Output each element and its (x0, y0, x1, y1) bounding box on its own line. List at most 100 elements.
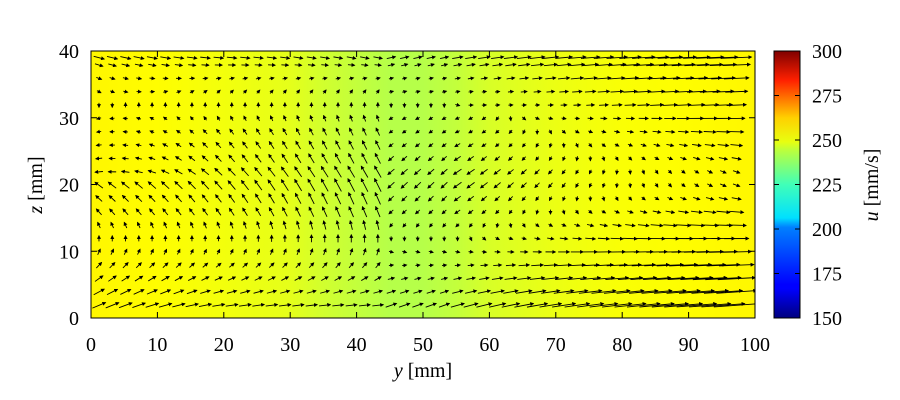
velocity-vector (361, 276, 369, 281)
velocity-vector (678, 129, 690, 134)
velocity-vector (216, 115, 221, 121)
velocity-vector (414, 209, 421, 215)
velocity-vector (561, 129, 567, 134)
velocity-vector (519, 76, 530, 81)
velocity-vector (292, 303, 305, 307)
velocity-vector (697, 62, 724, 67)
velocity-vector (520, 89, 528, 94)
velocity-vector (441, 155, 448, 162)
velocity-vector (667, 169, 673, 175)
velocity-vector (427, 181, 435, 189)
velocity-vector (566, 289, 589, 294)
velocity-vector (547, 182, 553, 189)
velocity-vector (557, 76, 571, 81)
velocity-vector (306, 55, 317, 60)
velocity-vector (133, 56, 145, 61)
velocity-vector (282, 206, 288, 217)
velocity-vector (295, 127, 301, 136)
velocity-vector (109, 261, 116, 269)
velocity-vector (347, 63, 356, 68)
velocity-vector (335, 127, 341, 136)
velocity-vector (110, 248, 115, 255)
velocity-vector (255, 141, 262, 149)
velocity-vector (387, 195, 395, 202)
velocity-vector (731, 196, 742, 201)
velocity-vector (578, 289, 603, 294)
velocity-vector (466, 168, 475, 175)
velocity-vector (716, 288, 755, 294)
velocity-vector (701, 102, 720, 107)
velocity-vector (610, 89, 625, 94)
velocity-vector (505, 263, 517, 268)
velocity-vector (597, 89, 611, 94)
velocity-vector (623, 89, 638, 94)
velocity-vector (121, 156, 129, 161)
velocity-vector (719, 183, 727, 188)
velocity-vector (508, 129, 513, 135)
velocity-vector (254, 166, 263, 177)
velocity-vector (644, 55, 670, 60)
velocity-vector (256, 220, 261, 229)
velocity-vector (577, 301, 605, 308)
velocity-vector (135, 208, 142, 216)
velocity-vector (240, 55, 251, 60)
velocity-vector (441, 263, 448, 268)
velocity-vector (121, 275, 131, 282)
velocity-vector (681, 183, 686, 188)
velocity-vector (415, 223, 420, 228)
velocity-vector (228, 193, 236, 203)
velocity-vector (374, 177, 382, 192)
velocity-vector (242, 76, 249, 81)
velocity-vector (661, 89, 680, 94)
velocity-vector (200, 168, 210, 176)
velocity-vector (294, 192, 302, 204)
velocity-vector (148, 63, 157, 68)
velocity-vector (628, 196, 633, 201)
velocity-vector (269, 220, 274, 230)
velocity-vector (561, 209, 566, 215)
velocity-vector (542, 276, 560, 281)
velocity-vector (375, 114, 380, 122)
velocity-vector (174, 156, 182, 161)
velocity-vector (614, 156, 619, 162)
x-tick-label: 0 (86, 334, 96, 356)
velocity-vector (254, 153, 262, 163)
velocity-vector (309, 127, 314, 136)
velocity-vector (376, 247, 380, 256)
velocity-vector (373, 289, 383, 294)
velocity-vector (654, 156, 660, 161)
velocity-vector (94, 181, 104, 189)
velocity-vector (652, 129, 662, 134)
y-tick-label: 10 (59, 241, 79, 263)
velocity-vector (495, 209, 500, 215)
velocity-vector (599, 223, 609, 228)
velocity-vector (162, 143, 169, 148)
velocity-vector (541, 289, 561, 294)
velocity-vector (388, 209, 394, 215)
velocity-vector (296, 89, 301, 94)
velocity-vector (122, 208, 129, 216)
velocity-vector (692, 143, 702, 148)
velocity-vector (450, 302, 465, 308)
velocity-vector (202, 76, 209, 81)
velocity-vector (362, 247, 367, 256)
velocity-vector (680, 156, 687, 161)
velocity-vector (322, 262, 328, 269)
velocity-vector (375, 262, 381, 269)
velocity-vector (413, 181, 422, 189)
velocity-vector (721, 55, 753, 60)
velocity-vector (386, 55, 397, 60)
velocity-vector (267, 276, 276, 281)
velocity-vector (361, 205, 368, 218)
velocity-vector (441, 76, 448, 81)
velocity-vector (692, 275, 728, 281)
velocity-vector (428, 116, 434, 120)
velocity-vector (388, 116, 394, 120)
velocity-vector (229, 128, 235, 135)
velocity-vector (466, 62, 476, 67)
velocity-vector (480, 195, 488, 202)
velocity-vector (415, 89, 421, 94)
velocity-vector (94, 275, 104, 282)
velocity-vector (160, 181, 170, 190)
